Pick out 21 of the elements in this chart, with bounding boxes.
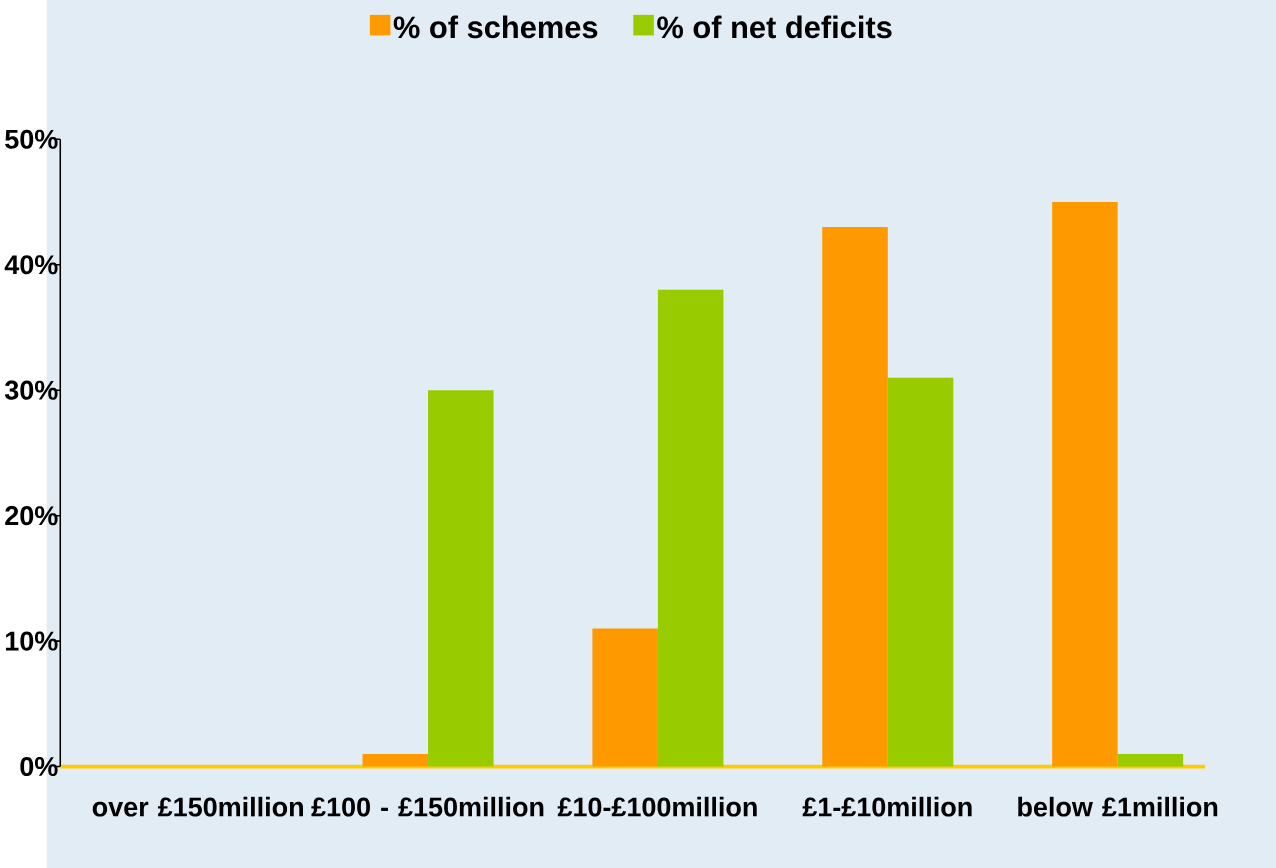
x-tick-label: £10-£100million — [557, 796, 757, 817]
bar — [592, 628, 658, 767]
y-tick-label: 20% — [5, 506, 58, 526]
y-tick-label: 40% — [4, 255, 58, 275]
bar — [822, 227, 888, 767]
x-tick-label: below £1million — [1018, 796, 1218, 817]
bar — [887, 377, 954, 767]
y-tick-label: 50% — [5, 129, 58, 149]
y-tick-label: 30% — [4, 380, 58, 400]
x-tick-label: £100 - £150million — [311, 796, 544, 817]
bar — [428, 390, 494, 767]
bar — [362, 753, 429, 767]
y-tick-label: 0% — [20, 756, 58, 777]
bar — [1052, 201, 1118, 767]
bar — [1117, 753, 1184, 767]
legend-label: % of net deficits — [657, 15, 892, 39]
x-tick-label: £1-£10million — [802, 796, 972, 817]
bar — [657, 289, 724, 767]
legend-label: % of schemes — [393, 15, 598, 39]
y-tick-label: 10% — [5, 631, 58, 651]
x-tick-label: over £150million — [92, 796, 303, 817]
